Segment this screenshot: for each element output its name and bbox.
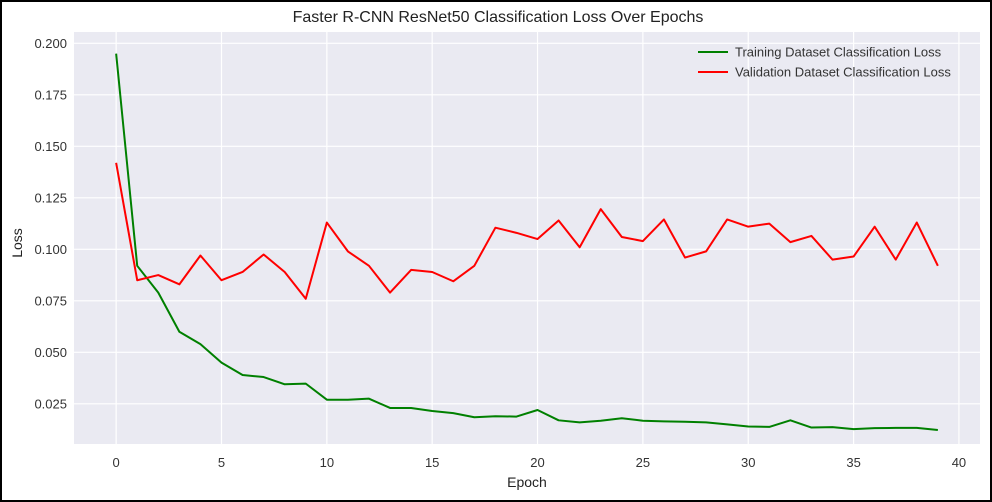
y-tick-label: 0.200 [34, 36, 67, 51]
y-tick-label: 0.100 [34, 242, 67, 257]
y-tick-label: 0.175 [34, 87, 67, 102]
x-tick-label: 30 [741, 455, 755, 470]
series-line-1 [115, 53, 938, 431]
series-lines [115, 53, 939, 431]
grid-lines [74, 32, 980, 444]
plot-area [74, 32, 980, 444]
series-line-2 [115, 162, 939, 300]
y-tick-label: 0.050 [34, 345, 67, 360]
x-tick-label: 40 [952, 455, 966, 470]
x-tick-label: 20 [530, 455, 544, 470]
chart-title: Faster R-CNN ResNet50 Classification Los… [293, 9, 704, 26]
y-tick-label: 0.025 [34, 396, 67, 411]
tick-labels: 0 5 10 15 20 25 30 35 40 0.025 0.050 0.075 0.100 0.12… [34, 36, 966, 470]
x-tick-label: 10 [320, 455, 334, 470]
y-tick-label: 0.075 [34, 293, 67, 308]
y-tick-label: 0.150 [34, 139, 67, 154]
legend-label-1: Training Dataset Classification Loss [735, 45, 942, 60]
y-axis-label: Loss [9, 228, 25, 258]
x-tick-label: 35 [846, 455, 860, 470]
legend: Training Dataset Classification Loss Vali… [698, 45, 951, 80]
y-tick-label: 0.125 [34, 190, 67, 205]
x-tick-label: 25 [636, 455, 650, 470]
x-tick-label: 5 [218, 455, 225, 470]
x-tick-label: 15 [425, 455, 439, 470]
x-axis-label: Epoch [507, 474, 547, 490]
legend-label-2: Validation Dataset Classification Loss [735, 65, 951, 80]
x-tick-label: 0 [113, 455, 120, 470]
